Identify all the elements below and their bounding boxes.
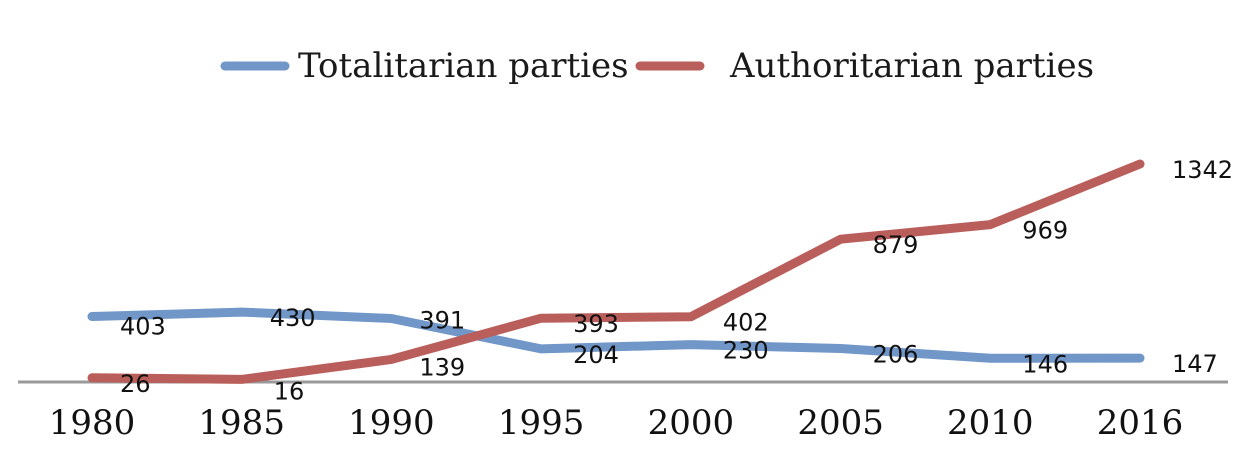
x-tick-label-1985: 1985	[198, 403, 285, 443]
series-line-authoritarian	[87, 159, 1145, 384]
legend: Totalitarian parties Authoritarian parti…	[220, 46, 1094, 86]
data-label-authoritarian-2010: 969	[1022, 217, 1068, 245]
data-label-totalitarian-2010: 146	[1022, 350, 1068, 378]
x-axis-ticks: 1980 1985 1990 1995 2000 2005 2010 2016	[49, 403, 1184, 443]
data-label-totalitarian-1990: 391	[419, 307, 465, 335]
data-label-totalitarian-1985: 430	[270, 304, 316, 332]
data-label-totalitarian-2005: 206	[873, 341, 919, 369]
data-label-authoritarian-2005: 879	[873, 231, 919, 259]
x-tick-label-2016: 2016	[1097, 403, 1184, 443]
data-label-authoritarian-1980: 26	[120, 370, 151, 398]
legend-label-totalitarian: Totalitarian parties	[298, 46, 629, 86]
series-line-totalitarian	[87, 307, 1145, 363]
x-tick-label-2000: 2000	[648, 403, 735, 443]
series-layer	[87, 159, 1145, 384]
data-label-authoritarian-2000: 402	[723, 309, 769, 337]
x-tick-label-1990: 1990	[348, 403, 435, 443]
data-label-authoritarian-1990: 139	[419, 353, 465, 381]
legend-label-authoritarian: Authoritarian parties	[729, 46, 1094, 86]
data-label-authoritarian-1985: 16	[274, 377, 305, 405]
data-label-totalitarian-2016: 147	[1172, 350, 1218, 378]
x-tick-label-2010: 2010	[947, 403, 1034, 443]
x-tick-label-2005: 2005	[797, 403, 884, 443]
data-labels: 403 430 391 204 230 206 146 147 26 16 139 393 402 879…	[120, 156, 1233, 405]
data-label-totalitarian-2000: 230	[723, 337, 769, 365]
data-label-authoritarian-2016: 1342	[1172, 156, 1233, 184]
data-label-authoritarian-1995: 393	[573, 310, 619, 338]
x-tick-label-1995: 1995	[498, 403, 585, 443]
data-label-totalitarian-1995: 204	[573, 341, 619, 369]
x-tick-label-1980: 1980	[49, 403, 136, 443]
data-label-totalitarian-1980: 403	[120, 313, 166, 341]
